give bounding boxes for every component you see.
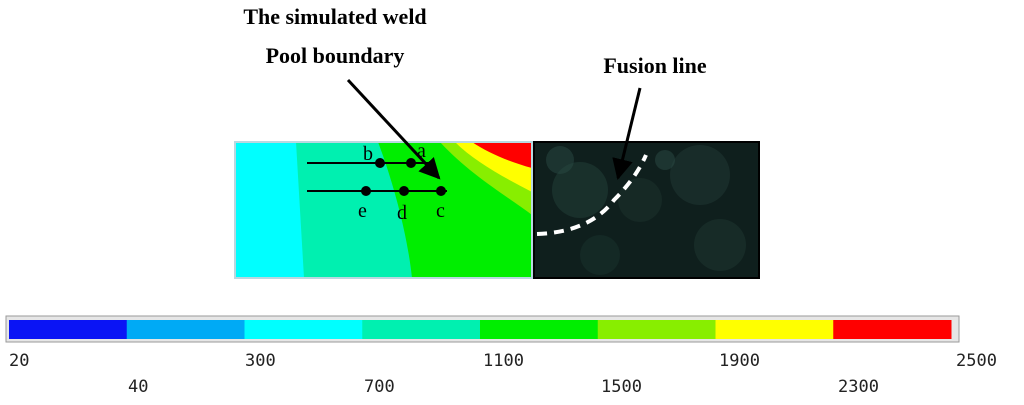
weld-pool-annotation-line2: Pool boundary — [265, 43, 405, 68]
colorbar-tick-label: 2500 — [956, 351, 997, 371]
point-label-a: a — [417, 140, 426, 162]
pool-boundary-arrow — [346, 78, 441, 180]
colorbar-segment — [362, 320, 481, 339]
colorbar-tick-label: 2300 — [838, 377, 879, 397]
colorbar-segment — [833, 320, 952, 339]
colorbar-tick-label: 1100 — [483, 351, 524, 371]
colorbar-segment — [597, 320, 716, 339]
colorbar-segment — [244, 320, 363, 339]
point-b — [375, 158, 385, 168]
point-d — [399, 186, 409, 196]
point-label-c: c — [436, 200, 445, 222]
fusion-line-annotation: Fusion line — [603, 53, 707, 78]
fusion-line — [536, 154, 648, 236]
colorbar-segment — [126, 320, 245, 339]
colorbar-tick-label: 20 — [9, 351, 30, 371]
weld-pool-annotation-line1: The simulated weld — [243, 4, 427, 29]
fusion-line-arrow — [612, 87, 642, 181]
colorbar-tick-label: 1900 — [719, 351, 760, 371]
colorbar-tick-label: 300 — [245, 351, 276, 371]
colorbar-tick-label: 1500 — [601, 377, 642, 397]
point-label-e: e — [358, 200, 367, 222]
colorbar-tick-label: 700 — [364, 377, 395, 397]
colorbar — [9, 320, 952, 339]
micrograph-panel — [534, 142, 759, 278]
colorbar-tick-label: 40 — [128, 377, 149, 397]
point-a — [406, 158, 416, 168]
point-e — [361, 186, 371, 196]
colorbar-segment — [715, 320, 834, 339]
point-label-b: b — [363, 143, 373, 165]
point-label-d: d — [397, 202, 407, 224]
colorbar-segment — [480, 320, 599, 339]
point-c — [436, 186, 446, 196]
colorbar-segment — [9, 320, 128, 339]
